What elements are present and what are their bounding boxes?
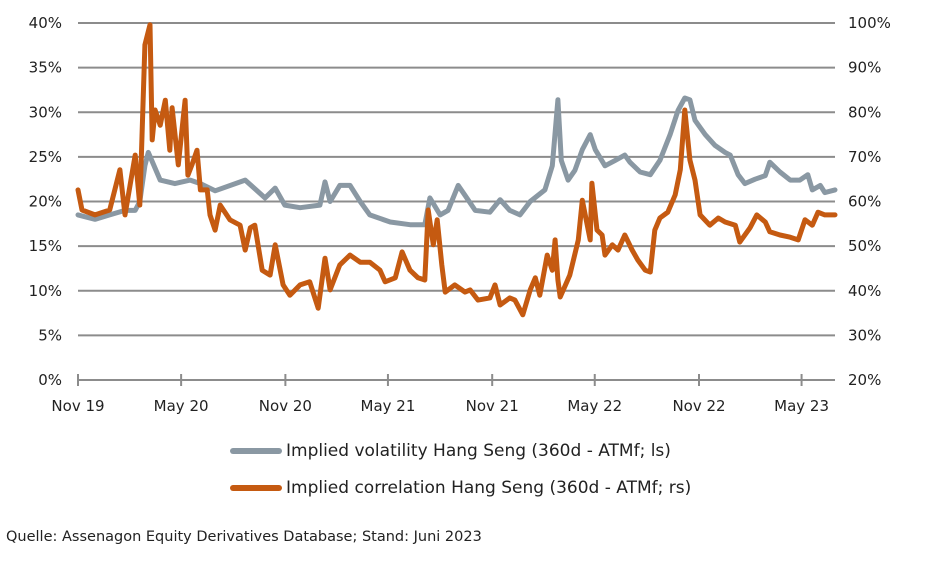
left-axis-ticks: 0% 5% 10% 15% 20% 25% 30% 35% 40% [29,14,62,389]
legend-swatch-volatility [230,448,282,454]
legend-label-correlation: Implied correlation Hang Seng (360d - AT… [286,478,692,498]
left-tick-label: 15% [29,237,62,255]
right-tick-label: 70% [848,148,881,166]
right-tick-label: 90% [848,59,881,77]
right-tick-label: 50% [848,237,881,255]
chart: 0% 5% 10% 15% 20% 25% 30% 35% 40% 20% 30% 40% 50% 60… [29,14,891,415]
legend-item-correlation: Implied correlation Hang Seng (360d - AT… [230,478,691,498]
x-tick-label: May 20 [154,397,209,415]
x-tick-label: Nov 21 [466,397,519,415]
right-tick-label: 20% [848,371,881,389]
legend-item-volatility: Implied volatility Hang Seng (360d - ATM… [230,441,671,461]
left-tick-label: 35% [29,59,62,77]
x-tick-label: Nov 19 [51,397,104,415]
x-tick-label: Nov 22 [672,397,725,415]
right-tick-label: 80% [848,103,881,121]
gridlines [78,22,835,337]
x-tick-label: May 23 [774,397,829,415]
x-tick-label: Nov 20 [259,397,312,415]
series-lines [75,22,838,318]
right-tick-label: 100% [848,14,891,32]
right-tick-label: 40% [848,282,881,300]
series-line-correlation [75,22,838,318]
left-tick-label: 40% [29,14,62,32]
x-tick-label: May 21 [361,397,416,415]
right-axis-ticks: 20% 30% 40% 50% 60% 70% 80% 90% 100% [848,14,891,389]
left-tick-label: 0% [38,371,62,389]
right-tick-label: 60% [848,193,881,211]
left-tick-label: 30% [29,103,62,121]
left-tick-label: 20% [29,193,62,211]
left-tick-label: 25% [29,148,62,166]
left-tick-label: 10% [29,282,62,300]
x-tick-label: May 22 [567,397,622,415]
left-tick-label: 5% [38,326,62,344]
source-note: Quelle: Assenagon Equity Derivatives Dat… [6,529,482,545]
legend-label-volatility: Implied volatility Hang Seng (360d - ATM… [286,441,671,461]
x-axis: Nov 19 May 20 Nov 20 May 21 Nov 21 May 22 Nov … [51,374,835,415]
series-line-volatility [75,95,838,228]
legend-swatch-correlation [230,485,282,491]
right-tick-label: 30% [848,326,881,344]
